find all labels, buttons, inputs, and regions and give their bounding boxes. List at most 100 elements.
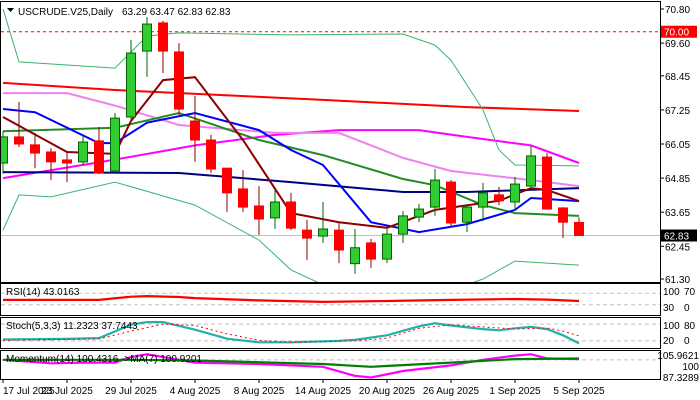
candle-body[interactable]	[574, 221, 584, 237]
candle-body[interactable]	[30, 144, 40, 154]
candle[interactable]	[238, 170, 248, 212]
candle-body[interactable]	[46, 151, 56, 163]
candle-body[interactable]	[286, 201, 296, 229]
candle-body[interactable]	[350, 247, 360, 265]
candle[interactable]	[414, 203, 424, 223]
candle[interactable]	[110, 113, 120, 173]
candle[interactable]	[558, 207, 568, 239]
candle[interactable]	[142, 16, 152, 77]
candle-body[interactable]	[78, 141, 88, 163]
candle[interactable]	[318, 201, 328, 243]
candle-body[interactable]	[110, 117, 120, 172]
candle[interactable]	[254, 186, 264, 235]
candle[interactable]	[14, 101, 24, 148]
candle[interactable]	[430, 169, 440, 216]
candle[interactable]	[222, 167, 232, 212]
candle-body[interactable]	[254, 205, 264, 220]
candle[interactable]	[462, 203, 472, 233]
indicator-momentum[interactable]: Momentum(14) 100.4316 ->MA(7) 100.9201	[1, 353, 660, 379]
candle[interactable]	[526, 145, 536, 187]
candle-body[interactable]	[494, 194, 504, 202]
indicator-label: Stoch(5,3,3) 11.2323 37.7443	[6, 321, 138, 332]
candle-body[interactable]	[446, 181, 456, 224]
moving-average-line	[3, 92, 580, 188]
candle[interactable]	[94, 126, 104, 175]
candle-body[interactable]	[94, 140, 104, 174]
indicator-axis-label: 100	[682, 362, 699, 373]
indicator-stoch[interactable]: Stoch(5,3,3) 11.2323 37.7443	[1, 321, 660, 345]
candle[interactable]	[78, 134, 88, 166]
candle-body[interactable]	[62, 159, 72, 164]
indicator-line	[2, 321, 580, 345]
candle-body[interactable]	[126, 52, 136, 118]
candle[interactable]	[478, 182, 488, 222]
price-tick-label: 69.60	[665, 39, 690, 50]
date-tick-label: 14 Aug 2025	[295, 386, 352, 397]
candle-body[interactable]	[206, 139, 216, 170]
candle-body[interactable]	[222, 167, 232, 194]
candle[interactable]	[334, 223, 344, 264]
candle[interactable]	[158, 20, 168, 73]
candle-body[interactable]	[302, 229, 312, 239]
candle-body[interactable]	[190, 120, 200, 141]
candle-body[interactable]	[414, 208, 424, 218]
candle[interactable]	[398, 211, 408, 243]
indicator-rsi[interactable]: RSI(14) 43.0163	[1, 287, 660, 306]
candle-body[interactable]	[526, 155, 536, 187]
candle-body[interactable]	[366, 242, 376, 260]
date-tick-label: 23 Jul 2025	[41, 386, 93, 397]
candle[interactable]	[302, 219, 312, 260]
candle-body[interactable]	[430, 179, 440, 208]
candle[interactable]	[0, 131, 8, 174]
candle[interactable]	[46, 148, 56, 181]
candle[interactable]	[286, 192, 296, 231]
candle[interactable]	[366, 238, 376, 268]
candle[interactable]	[30, 132, 40, 169]
moving-average-line	[2, 108, 580, 234]
main-panel-frame	[0, 1, 661, 283]
candle[interactable]	[126, 39, 136, 121]
candle[interactable]	[190, 95, 200, 162]
candle-body[interactable]	[270, 201, 280, 219]
candle-body[interactable]	[158, 22, 168, 52]
date-tick-label: 5 Sep 2025	[553, 386, 605, 397]
candle-body[interactable]	[462, 206, 472, 223]
candle-body[interactable]	[14, 136, 24, 145]
candle-body[interactable]	[510, 183, 520, 203]
indicator-axis-label: 87.3289	[663, 373, 700, 384]
candle[interactable]	[350, 228, 360, 274]
moving-average-line	[2, 181, 580, 282]
candle-body[interactable]	[398, 215, 408, 235]
candle-body[interactable]	[238, 188, 248, 208]
candle-body[interactable]	[318, 228, 328, 237]
date-tick-label: 8 Aug 2025	[234, 386, 285, 397]
candle-body[interactable]	[478, 192, 488, 208]
candle[interactable]	[382, 228, 392, 264]
candle-body[interactable]	[334, 229, 344, 251]
candle[interactable]	[510, 176, 520, 210]
candle-body[interactable]	[174, 51, 184, 110]
dropdown-triangle-icon[interactable]	[7, 8, 14, 12]
candle[interactable]	[446, 180, 456, 227]
candle-body[interactable]	[142, 23, 152, 52]
date-tick-label: 17 Jul 2025	[3, 386, 55, 397]
price-tick-label: 64.85	[665, 174, 690, 185]
indicator-panels[interactable]: RSI(14) 43.0163 Stoch(5,3,3) 11.2323 37.7…	[1, 287, 660, 379]
candle-body[interactable]	[542, 156, 552, 210]
candle-body[interactable]	[558, 207, 568, 223]
candle-body[interactable]	[0, 136, 8, 164]
candle[interactable]	[494, 186, 504, 206]
candle[interactable]	[174, 43, 184, 116]
candle[interactable]	[574, 217, 584, 237]
indicator-panel-frame	[0, 317, 661, 349]
candle[interactable]	[542, 153, 552, 210]
candle[interactable]	[62, 151, 72, 183]
candle[interactable]	[206, 134, 216, 173]
main-price-panel[interactable]	[0, 8, 660, 285]
candle[interactable]	[270, 188, 280, 229]
price-tick-label: 67.25	[665, 106, 690, 117]
candle-body[interactable]	[382, 233, 392, 260]
current-price-tag	[661, 229, 697, 242]
